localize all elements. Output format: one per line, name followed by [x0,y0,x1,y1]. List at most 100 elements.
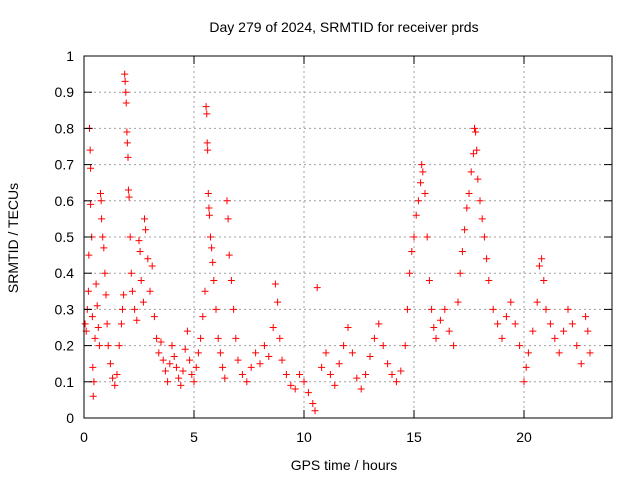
data-point [109,374,117,382]
data-point [397,367,405,375]
data-point [127,269,135,277]
data-point [230,305,238,313]
data-point [201,287,209,295]
data-point [412,211,420,219]
data-point [577,360,585,368]
data-point [120,291,128,299]
data-point [326,371,334,379]
data-points [81,70,594,415]
data-point [471,124,478,132]
data-point [313,284,321,292]
data-point [483,255,491,263]
data-point [137,276,145,284]
data-point [164,378,172,386]
data-point [318,363,326,371]
data-point [260,342,268,350]
data-point [87,164,95,172]
data-point [276,334,284,342]
axis-ticks: 00.10.20.30.40.50.60.70.80.910 5 10 15 20 [55,48,612,445]
data-point [540,276,548,284]
data-point [155,349,163,357]
data-point [388,371,396,379]
data-point [441,305,449,313]
data-point [94,324,102,331]
data-point [469,150,477,158]
data-point [113,371,121,379]
y-tick-label: 0.9 [55,84,75,100]
data-point [172,363,180,371]
data-point [445,327,453,335]
data-point [210,276,218,284]
data-point [153,334,161,342]
y-tick-label: 1 [66,48,74,64]
data-point [142,226,150,234]
data-point [214,334,222,342]
data-point [144,255,152,263]
data-point [331,381,339,389]
data-point [92,280,100,288]
data-point [502,313,510,321]
data-point [205,204,213,212]
data-point [106,360,114,368]
y-tick-label: 0 [66,410,74,426]
data-point [186,356,194,364]
data-point [522,363,530,371]
data-point [401,342,409,350]
data-point [97,190,104,198]
data-point [166,360,174,368]
data-point [287,381,295,389]
data-point [529,327,537,335]
data-point [181,345,189,353]
data-point [85,251,93,259]
data-point [117,320,125,328]
data-point [126,233,134,241]
data-point [472,128,480,136]
data-point [476,197,484,205]
data-point [202,103,210,111]
data-point [362,371,370,379]
x-tick-label: 20 [516,429,532,445]
data-point [465,190,473,198]
data-point [419,168,427,176]
data-point [209,258,217,266]
data-point [135,237,143,245]
data-point [197,334,205,342]
data-point [89,363,97,371]
data-point [203,139,211,147]
x-axis-label: GPS time / hours [291,457,398,473]
data-point [568,320,576,328]
data-point [128,287,136,295]
data-point [335,360,343,368]
data-point [344,324,352,331]
data-point [436,316,444,324]
data-point [535,262,543,270]
data-point [430,324,438,331]
data-point [204,146,212,154]
data-point [366,352,374,360]
data-point [243,378,251,386]
data-point [485,276,493,284]
data-point [86,146,94,154]
data-point [223,197,231,205]
data-point [227,276,235,284]
data-point [282,371,290,379]
data-point [564,305,572,313]
data-point [131,305,139,313]
data-point [348,349,356,357]
y-tick-label: 0.5 [55,229,75,245]
data-point [238,371,246,379]
data-point [353,374,361,382]
data-point [300,378,308,386]
data-point [81,320,89,328]
data-point [421,190,429,198]
data-point [225,251,233,259]
data-point [207,233,214,241]
data-point [122,99,130,107]
data-point [274,298,282,306]
data-point [511,320,519,328]
data-point [102,291,110,299]
data-point [423,233,431,241]
data-point [278,356,286,364]
